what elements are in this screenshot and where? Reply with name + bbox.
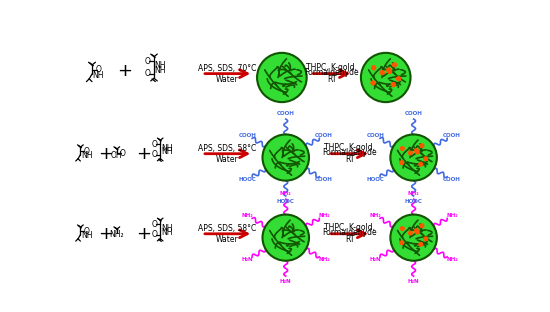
Text: COOH: COOH xyxy=(315,177,333,182)
Text: RT: RT xyxy=(327,75,337,84)
Text: +: + xyxy=(98,225,113,243)
Circle shape xyxy=(415,230,419,234)
Circle shape xyxy=(400,241,404,245)
Circle shape xyxy=(424,157,427,161)
Circle shape xyxy=(372,66,376,70)
Circle shape xyxy=(393,63,397,67)
Text: APS, SDS, 58°C: APS, SDS, 58°C xyxy=(199,144,257,153)
Text: HOOC: HOOC xyxy=(239,177,256,182)
Circle shape xyxy=(262,215,309,261)
Text: COOH: COOH xyxy=(405,111,422,116)
Text: NH₂: NH₂ xyxy=(446,213,458,218)
Circle shape xyxy=(420,144,424,148)
Circle shape xyxy=(371,81,375,85)
Text: OH: OH xyxy=(111,151,123,160)
Text: THPC, K-gold,: THPC, K-gold, xyxy=(306,63,358,72)
Text: Water: Water xyxy=(216,155,239,163)
Circle shape xyxy=(419,162,422,166)
Circle shape xyxy=(415,149,418,152)
Text: O: O xyxy=(152,150,157,159)
Circle shape xyxy=(400,161,404,164)
Text: Water: Water xyxy=(216,75,239,84)
Text: NH₂: NH₂ xyxy=(446,257,458,262)
Text: NH₂: NH₂ xyxy=(318,257,330,262)
Circle shape xyxy=(391,83,395,86)
Circle shape xyxy=(397,77,400,81)
Text: Formaldehyde: Formaldehyde xyxy=(305,68,359,76)
Text: O: O xyxy=(96,65,102,74)
Text: APS, SDS, 70°C: APS, SDS, 70°C xyxy=(199,64,257,73)
Circle shape xyxy=(415,229,418,232)
Circle shape xyxy=(257,53,307,102)
Circle shape xyxy=(262,134,309,181)
Text: O: O xyxy=(83,147,89,156)
Text: Water: Water xyxy=(216,235,239,244)
Text: O: O xyxy=(152,220,157,229)
Text: NH: NH xyxy=(81,151,92,160)
Text: NH₂: NH₂ xyxy=(408,191,420,196)
Text: +: + xyxy=(136,225,151,243)
Text: NH: NH xyxy=(161,227,172,236)
Text: +: + xyxy=(117,62,132,80)
Text: COOH: COOH xyxy=(443,177,461,182)
Text: COOH: COOH xyxy=(443,133,461,138)
Text: Formaldehyde: Formaldehyde xyxy=(322,228,377,237)
Text: H₂N: H₂N xyxy=(241,257,254,262)
Text: NH: NH xyxy=(155,61,166,70)
Circle shape xyxy=(420,224,424,228)
Text: NH: NH xyxy=(161,224,172,233)
Text: O: O xyxy=(152,230,157,239)
Text: NH₂: NH₂ xyxy=(370,213,381,218)
Text: O: O xyxy=(145,69,150,78)
Text: O: O xyxy=(145,57,150,66)
Circle shape xyxy=(390,215,437,261)
Text: HOOC: HOOC xyxy=(277,199,295,204)
Circle shape xyxy=(400,147,404,150)
Text: NH: NH xyxy=(93,71,104,80)
Text: +: + xyxy=(98,145,113,163)
Circle shape xyxy=(380,71,384,75)
Circle shape xyxy=(409,231,412,235)
Text: NH: NH xyxy=(161,148,172,156)
Text: NH₂: NH₂ xyxy=(280,191,292,196)
Circle shape xyxy=(419,242,422,246)
Text: COOH: COOH xyxy=(239,133,256,138)
Text: O: O xyxy=(152,140,157,149)
Text: COOH: COOH xyxy=(366,133,384,138)
Circle shape xyxy=(424,237,427,241)
Circle shape xyxy=(390,134,437,181)
Text: O: O xyxy=(120,149,125,158)
Text: NH: NH xyxy=(155,66,166,75)
Circle shape xyxy=(409,151,412,155)
Text: H₂N: H₂N xyxy=(370,257,381,262)
Text: COOH: COOH xyxy=(277,111,295,116)
Text: H₂N: H₂N xyxy=(408,279,420,284)
Circle shape xyxy=(387,68,390,72)
Text: NH₂: NH₂ xyxy=(241,213,254,218)
Text: THPC, K-gold,: THPC, K-gold, xyxy=(324,223,375,232)
Text: O: O xyxy=(83,227,89,236)
Text: COOH: COOH xyxy=(315,133,333,138)
Circle shape xyxy=(400,227,404,231)
Text: NH: NH xyxy=(81,232,92,241)
Text: RT: RT xyxy=(345,235,354,244)
Text: NH₂: NH₂ xyxy=(109,231,124,239)
Text: HOOC: HOOC xyxy=(366,177,384,182)
Text: NH: NH xyxy=(161,144,172,153)
Text: +: + xyxy=(136,145,151,163)
Circle shape xyxy=(415,150,419,154)
Text: H₂N: H₂N xyxy=(280,279,292,284)
Text: HOOC: HOOC xyxy=(405,199,422,204)
Text: Formaldehyde: Formaldehyde xyxy=(322,148,377,157)
Text: RT: RT xyxy=(345,155,354,163)
Text: NH₂: NH₂ xyxy=(318,213,330,218)
Text: APS, SDS, 58°C: APS, SDS, 58°C xyxy=(199,224,257,233)
Circle shape xyxy=(361,53,410,102)
Text: THPC, K-gold,: THPC, K-gold, xyxy=(324,143,375,152)
Circle shape xyxy=(388,70,392,73)
